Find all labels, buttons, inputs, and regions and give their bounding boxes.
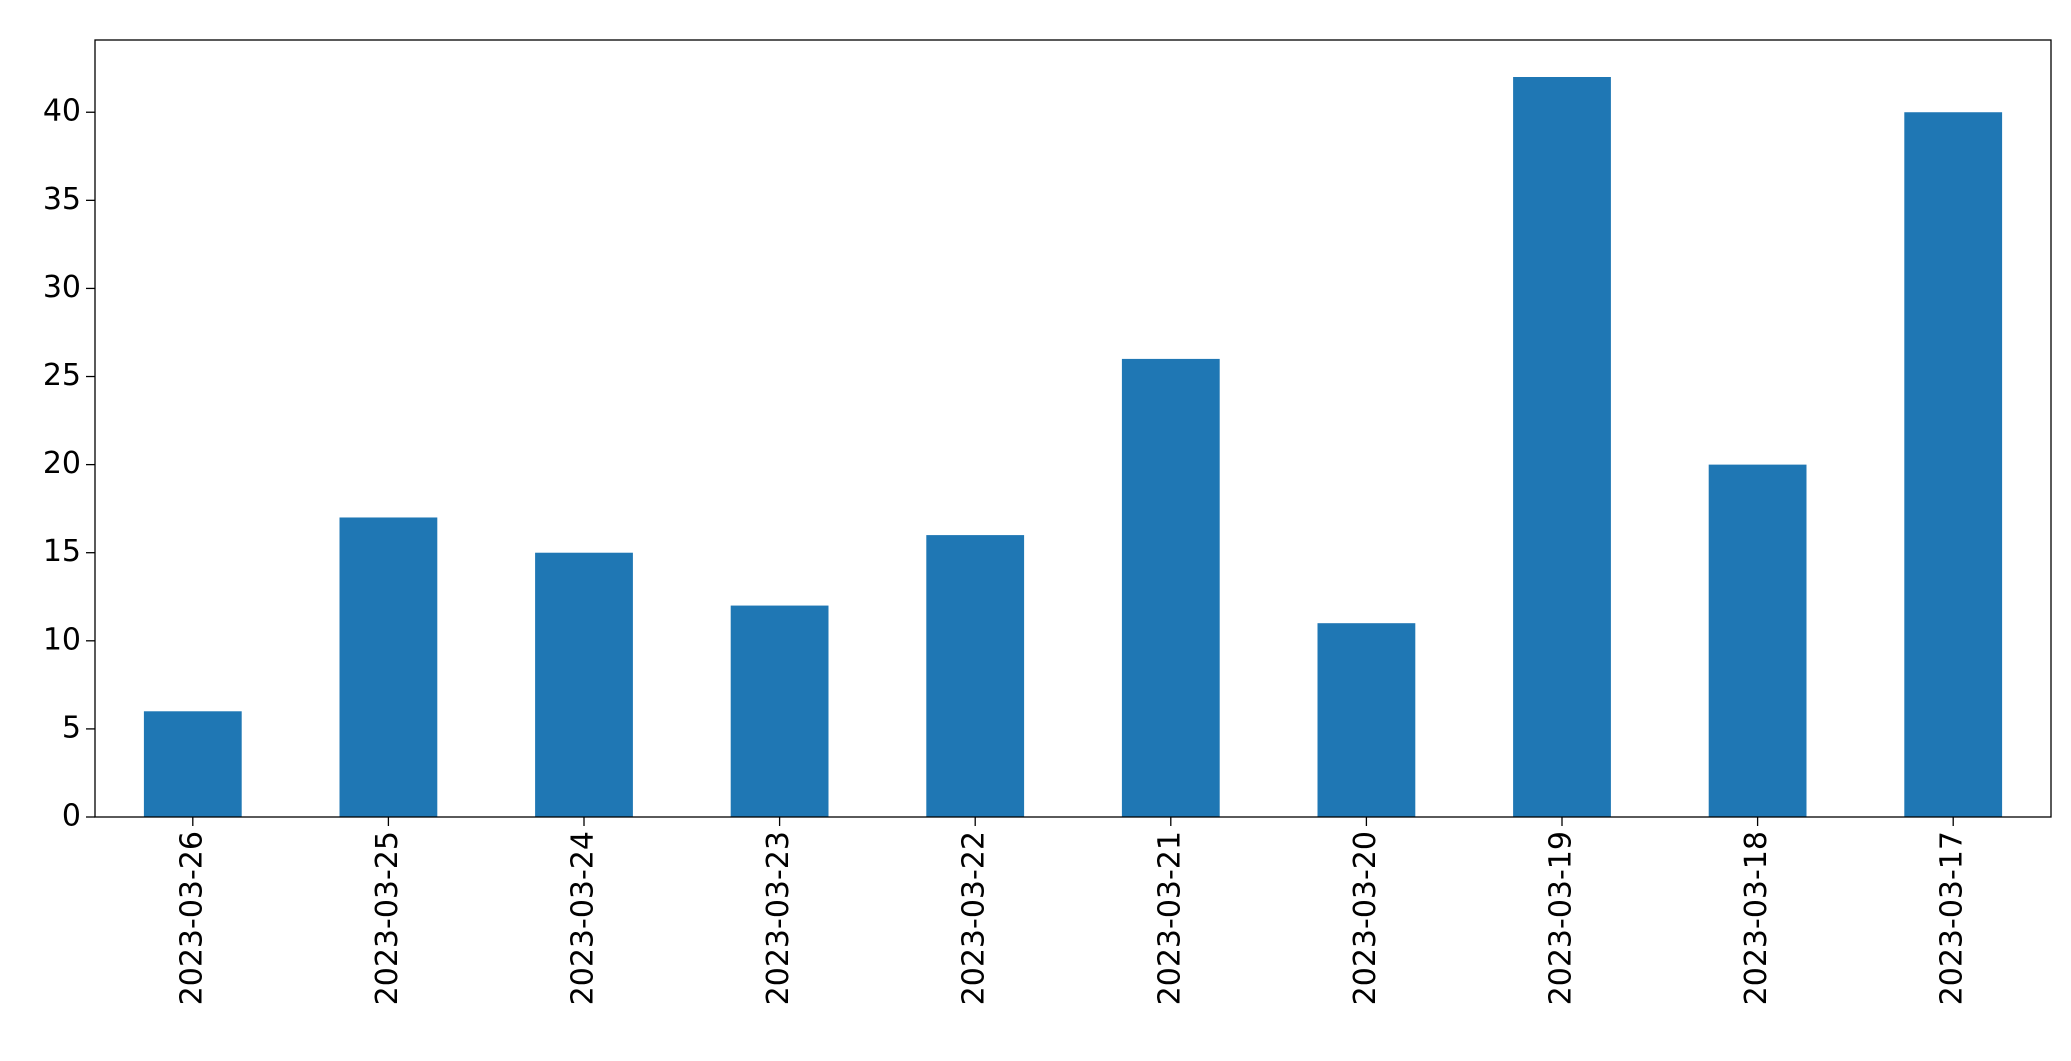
y-tick-label: 30 (43, 270, 81, 305)
x-tick-label: 2023-03-20 (1348, 831, 1383, 1005)
y-tick-label: 10 (43, 622, 81, 657)
bar (1904, 112, 2003, 817)
bar (730, 605, 829, 817)
y-tick-label: 20 (43, 446, 81, 481)
bar (339, 517, 438, 817)
x-tick-label: 2023-03-19 (1544, 831, 1579, 1005)
bar (1708, 464, 1807, 817)
bar (926, 535, 1025, 817)
bar (1513, 77, 1611, 817)
bar (1317, 623, 1416, 817)
bar (1121, 358, 1220, 817)
y-tick-label: 0 (62, 799, 81, 834)
x-tick-label: 2023-03-17 (1935, 831, 1970, 1005)
y-tick-label: 5 (62, 710, 81, 745)
bar (143, 711, 242, 817)
bar (535, 552, 633, 817)
x-tick-label: 2023-03-21 (1152, 831, 1187, 1005)
plot-frame (94, 39, 2052, 818)
y-tick-label: 25 (43, 358, 81, 393)
x-tick-label: 2023-03-23 (761, 831, 796, 1005)
x-tick-label: 2023-03-22 (957, 831, 992, 1005)
x-tick-label: 2023-03-26 (174, 831, 209, 1005)
y-tick-label: 40 (43, 94, 81, 129)
y-tick-label: 15 (43, 534, 81, 569)
y-tick-label: 35 (43, 182, 81, 217)
x-tick-label: 2023-03-18 (1739, 831, 1774, 1005)
x-tick-label: 2023-03-24 (566, 831, 601, 1005)
x-tick-label: 2023-03-25 (370, 831, 405, 1005)
